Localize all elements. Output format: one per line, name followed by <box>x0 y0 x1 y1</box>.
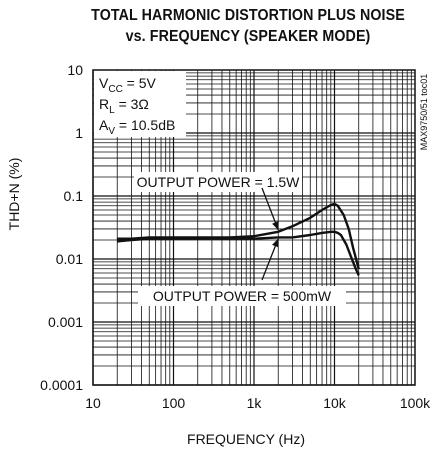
y-axis-label: THD+N (%) <box>6 158 22 231</box>
series-label-backdrop <box>134 172 302 192</box>
conditions-box <box>94 71 186 137</box>
chart-title-line-1: TOTAL HARMONIC DISTORTION PLUS NOISE <box>91 7 405 24</box>
annotation-arrowhead <box>272 221 279 230</box>
series-label: OUTPUT POWER = 500mW <box>153 288 332 304</box>
plot-frame <box>92 69 416 386</box>
condition-label: VCC = 5V <box>99 75 157 95</box>
y-tick-label: 0.0001 <box>40 377 83 393</box>
tick-labels: 0.0001 0.001 0.01 0.1 1 10 10 100 1k 10k 100k <box>40 62 431 411</box>
series-layer <box>117 202 360 276</box>
series-label-backdrop <box>138 286 346 306</box>
part-number-backdrop <box>420 70 432 154</box>
x-tick-label: 100 <box>162 395 186 411</box>
x-tick-label: 10k <box>323 395 347 411</box>
annotation-arrowhead <box>272 238 279 248</box>
x-tick-label: 10 <box>85 395 101 411</box>
x-axis-label: FREQUENCY (Hz) <box>187 431 305 447</box>
chart-title-line-2: vs. FREQUENCY (SPEAKER MODE) <box>125 28 371 45</box>
y-tick-label: 1 <box>75 125 83 141</box>
y-tick-label: 0.01 <box>56 251 83 267</box>
series-line <box>117 202 360 270</box>
condition-label: RL = 3Ω <box>99 96 149 116</box>
series-label: OUTPUT POWER = 1.5W <box>137 174 300 190</box>
y-tick-label: 0.1 <box>64 188 84 204</box>
condition-label: AV = 10.5dB <box>99 117 175 137</box>
y-tick-label: 10 <box>67 62 83 78</box>
series-line <box>117 230 360 276</box>
x-tick-label: 100k <box>400 395 431 411</box>
x-tick-label: 1k <box>247 395 263 411</box>
y-tick-label: 0.001 <box>48 314 83 330</box>
part-number-label: MAX9750/51 toc01 <box>419 74 429 151</box>
